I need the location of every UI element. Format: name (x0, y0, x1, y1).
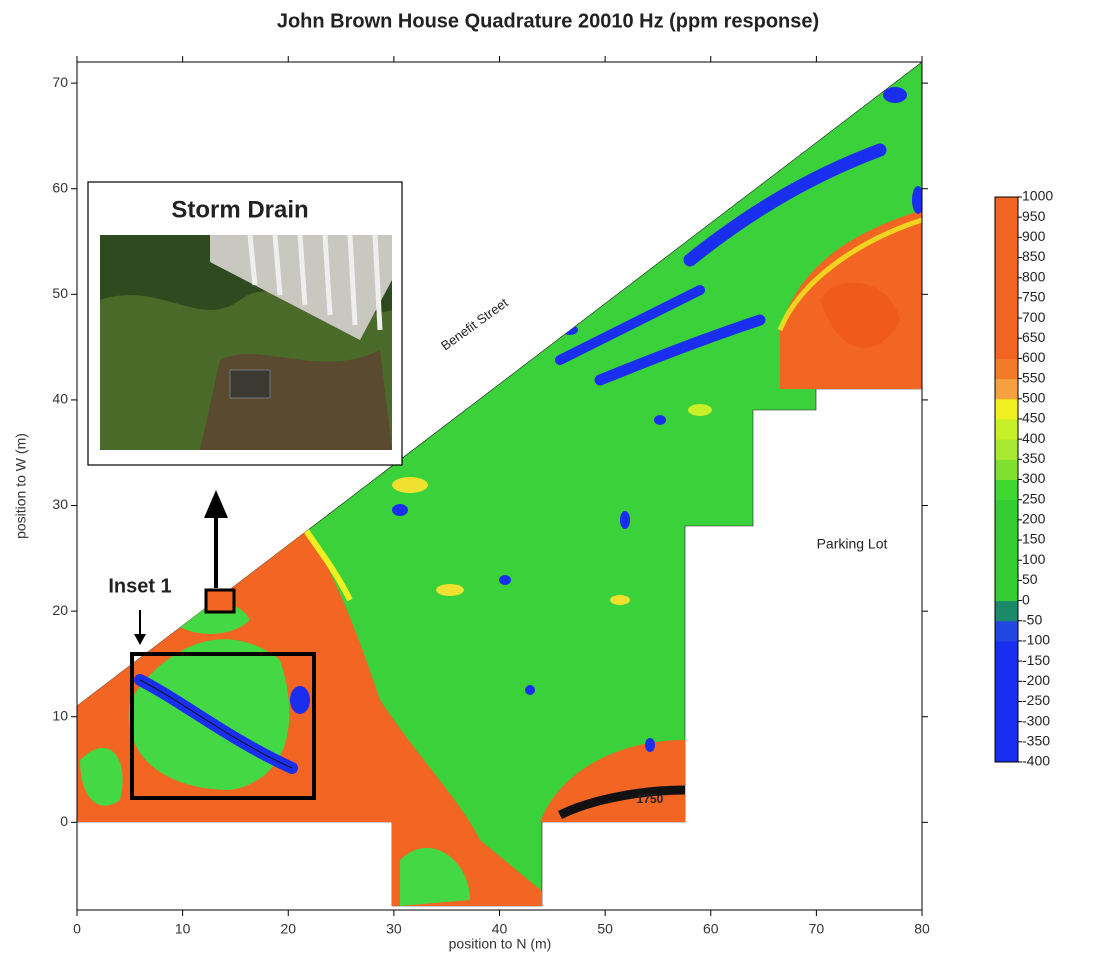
x-tick-label: 30 (386, 921, 402, 937)
colorbar-segment (995, 540, 1018, 561)
colorbar-label: 450 (1022, 410, 1046, 426)
y-tick-label: 40 (52, 391, 68, 407)
street-label: Benefit Street (438, 295, 511, 354)
colorbar-label: 550 (1022, 369, 1046, 385)
x-tick-label: 70 (809, 921, 825, 937)
colorbar-segment (995, 318, 1018, 339)
colorbar-segment (995, 701, 1018, 722)
colorbar-segment (995, 560, 1018, 581)
colorbar-segment (995, 358, 1018, 379)
colorbar-label: 700 (1022, 309, 1046, 325)
colorbar-label: 350 (1022, 450, 1046, 466)
x-tick-label: 40 (492, 921, 508, 937)
colorbar-segment (995, 480, 1018, 501)
y-tick-label: 30 (52, 496, 68, 512)
y-tick-label: 10 (52, 707, 68, 723)
colorbar-segment (995, 580, 1018, 601)
colorbar-segment (995, 258, 1018, 279)
colorbar-label: 400 (1022, 430, 1046, 446)
colorbar-label: 0 (1022, 591, 1030, 607)
colorbar-label: 750 (1022, 289, 1046, 305)
colorbar-label: -150 (1022, 652, 1050, 668)
colorbar-segment (995, 500, 1018, 521)
y-tick-label: 70 (52, 74, 68, 90)
colorbar-segment (995, 217, 1018, 238)
colorbar-segment (995, 419, 1018, 440)
colorbar-label: -350 (1022, 733, 1050, 749)
inset-label: Inset 1 (108, 575, 171, 597)
colorbar-segment (995, 197, 1018, 218)
colorbar-segment (995, 742, 1018, 763)
colorbar-segment (995, 459, 1018, 480)
colorbar-segment (995, 399, 1018, 420)
colorbar-label: 600 (1022, 349, 1046, 365)
colorbar-segment (995, 601, 1018, 622)
parking-label: Parking Lot (817, 536, 888, 552)
colorbar-label: 1000 (1022, 188, 1053, 204)
colorbar-label: 800 (1022, 268, 1046, 284)
colorbar-label: 650 (1022, 329, 1046, 345)
colorbar-label: -300 (1022, 712, 1050, 728)
x-tick-label: 10 (175, 921, 191, 937)
colorbar-segment (995, 520, 1018, 541)
colorbar-label: 850 (1022, 248, 1046, 264)
colorbar-segment (995, 621, 1018, 642)
colorbar-segment (995, 338, 1018, 359)
colorbar-segment (995, 379, 1018, 400)
y-tick-label: 60 (52, 179, 68, 195)
colorbar-label: 500 (1022, 389, 1046, 405)
colorbar-segment (995, 439, 1018, 460)
colorbar-label: 950 (1022, 208, 1046, 224)
colorbar-label: 250 (1022, 490, 1046, 506)
chart: John Brown House Quadrature 20010 Hz (pp… (0, 0, 1096, 967)
x-tick-label: 60 (703, 921, 719, 937)
contour-label: 1750 (637, 792, 664, 806)
colorbar-label: 150 (1022, 531, 1046, 547)
colorbar-segment (995, 681, 1018, 702)
colorbar-segment (995, 661, 1018, 682)
drain-marker (206, 590, 234, 612)
colorbar-label: 200 (1022, 511, 1046, 527)
x-axis-label: position to N (m) (449, 936, 552, 952)
colorbar-label: -200 (1022, 672, 1050, 688)
colorbar-label: -50 (1022, 611, 1042, 627)
y-tick-label: 20 (52, 602, 68, 618)
x-tick-label: 0 (73, 921, 81, 937)
colorbar-label: -100 (1022, 632, 1050, 648)
arrow-head (134, 634, 146, 645)
y-tick-label: 0 (60, 813, 68, 829)
colorbar-segment (995, 641, 1018, 662)
colorbar-segment (995, 298, 1018, 319)
colorbar-segment (995, 722, 1018, 743)
colorbar-label: 50 (1022, 571, 1038, 587)
x-tick-label: 50 (597, 921, 613, 937)
y-axis-label: position to W (m) (13, 433, 29, 539)
y-tick-label: 50 (52, 285, 68, 301)
chart-title: John Brown House Quadrature 20010 Hz (pp… (277, 10, 819, 32)
colorbar-label: 300 (1022, 470, 1046, 486)
x-tick-label: 20 (280, 921, 296, 937)
colorbar-segment (995, 278, 1018, 299)
colorbar-label: 100 (1022, 551, 1046, 567)
photo-inset: Storm Drain (88, 182, 402, 465)
colorbar-segment (995, 237, 1018, 258)
x-tick-label: 80 (914, 921, 930, 937)
inset-title: Storm Drain (171, 196, 308, 223)
colorbar-label: -400 (1022, 753, 1050, 769)
arrow-head (204, 490, 228, 518)
colorbar-label: 900 (1022, 228, 1046, 244)
colorbar-label: -250 (1022, 692, 1050, 708)
